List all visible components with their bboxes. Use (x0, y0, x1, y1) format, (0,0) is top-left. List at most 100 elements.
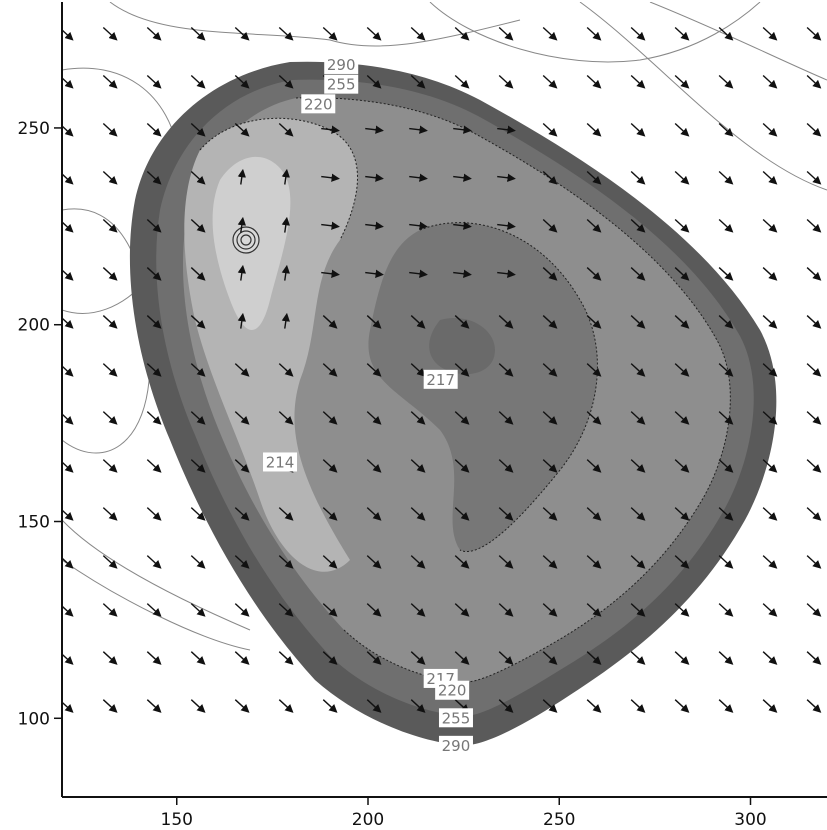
wind-arrow (806, 651, 822, 665)
wind-arrow (806, 363, 822, 377)
contour-label-box (301, 94, 336, 114)
wind-arrow (322, 603, 338, 617)
wind-arrow (190, 603, 206, 617)
contour-label-text: 255 (442, 709, 471, 727)
wind-arrow (190, 651, 206, 665)
wind-arrow (674, 267, 690, 281)
wind-arrow (146, 699, 162, 713)
wind-arrow (498, 603, 514, 617)
wind-arrow (762, 651, 778, 665)
wind-arrow (586, 699, 602, 713)
wind-arrow (630, 411, 646, 425)
wind-arrow (498, 555, 514, 569)
wind-arrow (806, 603, 822, 617)
wind-arrow (62, 557, 74, 569)
wind-arrow (542, 315, 558, 329)
wind-arrow (190, 363, 206, 377)
wind-arrow (718, 651, 734, 665)
wind-arrow (586, 363, 602, 377)
wind-arrow (497, 221, 516, 230)
wind-arrow (234, 26, 250, 41)
y-tick-label: 200 (18, 316, 50, 336)
wind-arrow (410, 315, 426, 329)
wind-arrow (365, 125, 384, 134)
wind-arrow (234, 603, 250, 617)
contour-label-text: 217 (426, 371, 455, 389)
wind-arrow (62, 365, 74, 377)
wind-arrow (366, 74, 382, 89)
wind-arrow (454, 74, 470, 89)
wind-arrow (62, 77, 74, 89)
wind-arrow (409, 221, 428, 230)
wind-arrow (410, 74, 426, 89)
wind-arrow (674, 651, 690, 665)
x-tick-label: 150 (161, 810, 193, 830)
wind-arrow (321, 221, 340, 230)
wind-arrow (454, 26, 470, 41)
wind-arrow (630, 171, 646, 185)
wind-arrow (102, 363, 118, 377)
wind-arrow (102, 171, 118, 185)
contour-label: 220 (435, 680, 470, 700)
wind-arrow (366, 507, 382, 521)
wind-arrow (146, 171, 162, 185)
wind-arrow (146, 219, 162, 233)
wind-arrow (806, 123, 822, 137)
wind-arrow (762, 507, 778, 521)
wind-arrow (718, 74, 734, 89)
wind-arrow (762, 699, 778, 713)
contour-label: 255 (324, 74, 359, 94)
wind-arrow (498, 699, 514, 713)
wind-arrow (630, 315, 646, 329)
wind-arrow (586, 267, 602, 281)
wind-arrow (278, 699, 294, 713)
wind-arrow (806, 507, 822, 521)
wind-arrow (102, 507, 118, 521)
wind-arrow (366, 699, 382, 713)
wind-arrow (586, 315, 602, 329)
wind-arrow (630, 603, 646, 617)
wind-arrow (718, 315, 734, 329)
wind-arrow (542, 507, 558, 521)
wind-arrow (410, 651, 426, 665)
wind-arrow (806, 219, 822, 233)
wind-arrow (762, 315, 778, 329)
contour-label: 217 (423, 369, 458, 389)
wind-arrow (410, 411, 426, 425)
wind-arrow (190, 123, 206, 137)
wind-arrow (586, 123, 602, 137)
wind-arrow (586, 26, 602, 41)
wind-arrow (630, 123, 646, 137)
wind-arrow (410, 507, 426, 521)
wind-arrow (586, 459, 602, 473)
wind-arrow (234, 651, 250, 665)
wind-arrow (234, 507, 250, 521)
wind-arrow (234, 411, 250, 425)
wind-arrow (366, 315, 382, 329)
contour-label-text: 290 (442, 737, 471, 755)
wind-arrow (62, 125, 74, 137)
wind-arrow (806, 171, 822, 185)
wind-arrow (278, 603, 294, 617)
wind-arrow (365, 269, 384, 278)
wind-arrow (542, 603, 558, 617)
wind-arrow (453, 125, 472, 134)
wind-arrow (674, 26, 690, 41)
wind-arrow (498, 651, 514, 665)
wind-arrow (102, 603, 118, 617)
wind-arrow (146, 459, 162, 473)
wind-arrow (454, 363, 470, 377)
wind-arrow (586, 603, 602, 617)
wind-arrow (762, 26, 778, 41)
wind-arrow (674, 315, 690, 329)
wind-arrow (281, 168, 290, 185)
wind-arrow (366, 26, 382, 41)
wind-arrow (366, 555, 382, 569)
wind-arrow (674, 699, 690, 713)
wind-arrow (718, 363, 734, 377)
y-tick-label: 250 (18, 119, 50, 139)
wind-arrow (762, 555, 778, 569)
wind-arrow (278, 507, 294, 521)
wind-arrow (237, 312, 246, 329)
wind-arrow (542, 219, 558, 233)
